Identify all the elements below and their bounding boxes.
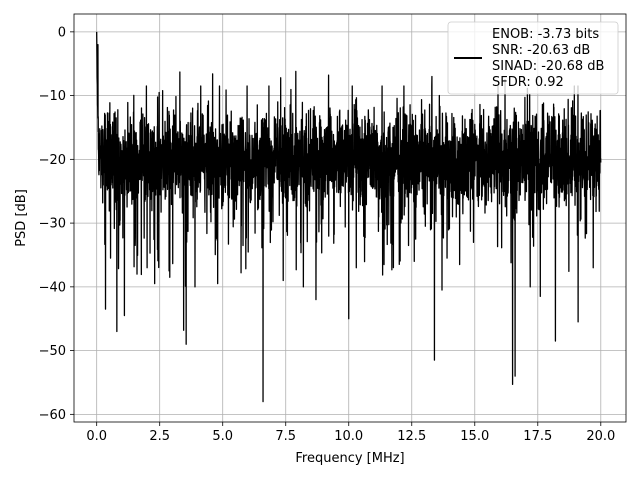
x-axis-label: Frequency [MHz] — [295, 451, 404, 466]
x-tick-label: 5.0 — [212, 429, 233, 444]
series-psd-line — [96, 31, 602, 403]
x-tick-label: 10.0 — [334, 429, 363, 444]
plot-frame — [73, 13, 627, 423]
x-tick-label: 7.5 — [275, 429, 296, 444]
psd-trace — [96, 31, 602, 403]
legend-entry-sinad: SINAD: -20.68 dB — [492, 59, 604, 74]
x-tick-label: 0.0 — [86, 429, 107, 444]
x-tick-label: 17.5 — [523, 429, 552, 444]
x-tick-label: 2.5 — [149, 429, 170, 444]
y-axis-ticks: 0 −10 −20 −30 −40 −50 −60 — [39, 25, 74, 423]
y-tick-label: −60 — [39, 408, 66, 423]
y-tick-label: −10 — [39, 89, 66, 104]
y-tick-label: −40 — [39, 280, 66, 295]
y-axis-label: PSD [dB] — [14, 189, 29, 247]
y-tick-label: −50 — [39, 344, 66, 359]
x-axis-ticks: 0.0 2.5 5.0 7.5 10.0 12.5 15.0 17.5 20.0 — [86, 422, 615, 444]
x-tick-label: 12.5 — [397, 429, 426, 444]
x-tick-label: 20.0 — [586, 429, 615, 444]
legend: ENOB: -3.73 bits SNR: -20.63 dB SINAD: -… — [447, 21, 619, 95]
legend-entry-sfdr: SFDR: 0.92 — [492, 75, 564, 90]
legend-entry-enob: ENOB: -3.73 bits — [492, 27, 599, 42]
y-tick-label: −30 — [39, 217, 66, 232]
y-tick-label: −20 — [39, 153, 66, 168]
y-tick-label: 0 — [58, 25, 66, 40]
x-tick-label: 15.0 — [460, 429, 489, 444]
legend-box — [447, 21, 619, 95]
legend-entry-snr: SNR: -20.63 dB — [492, 43, 590, 58]
